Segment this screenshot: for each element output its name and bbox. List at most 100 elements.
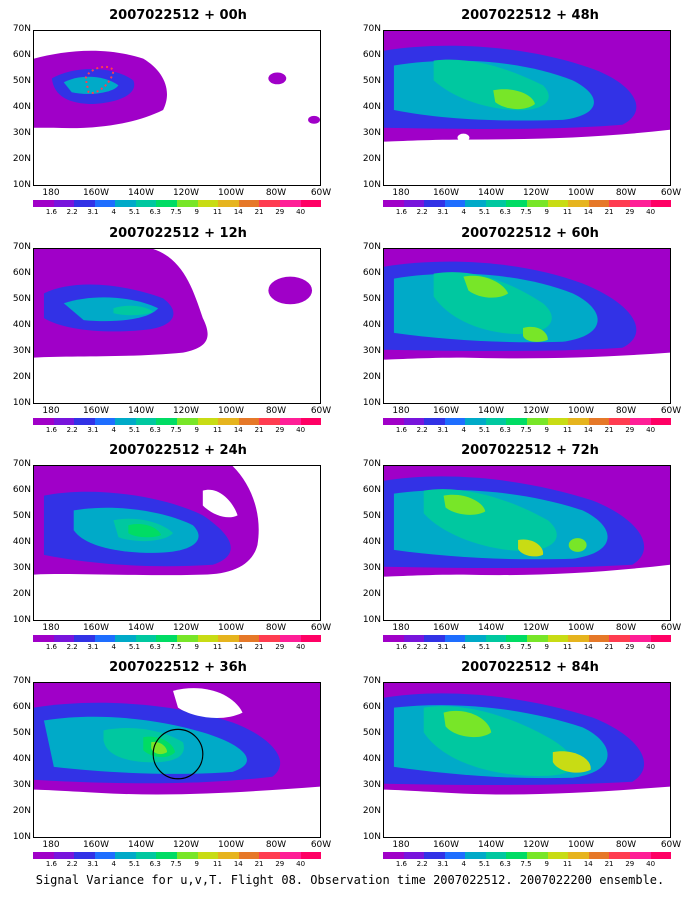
y-axis-label: 40N <box>362 102 381 112</box>
colorbar-tick-label: 11 <box>213 426 222 434</box>
colorbar-swatch <box>444 200 466 207</box>
colorbar-swatch <box>444 635 466 642</box>
colorbar-tick-label: 29 <box>275 643 285 651</box>
colorbar-tick-label: 14 <box>583 860 593 868</box>
colorbar-labels: 1.6 2.2 3.1 4 5.1 6.3 7.5 9 11 14 21 29 40 <box>391 208 661 216</box>
x-axis-label: 180 <box>392 406 410 416</box>
colorbar-swatch <box>383 635 404 642</box>
y-axis-label: 70N <box>362 242 381 252</box>
colorbar-tick-label: 3.1 <box>437 643 449 651</box>
colorbar-swatch <box>74 200 95 207</box>
x-axis-label: 100W <box>567 188 595 198</box>
y-axis-label: 60N <box>362 485 381 495</box>
x-axis-label: 80W <box>265 188 287 198</box>
colorbar-swatch <box>197 852 219 859</box>
colorbar-swatch <box>547 635 569 642</box>
panel-title: 2007022512 + 84h <box>461 660 599 675</box>
y-axis-label: 20N <box>362 806 381 816</box>
colorbar-swatch <box>94 200 116 207</box>
colorbar-tick-label: 1.6 <box>45 426 57 434</box>
colorbar-tick-label: 11 <box>213 643 222 651</box>
colorbar-swatch <box>238 852 260 859</box>
colorbar-tick-label: 14 <box>583 208 593 216</box>
colorbar-tick-label: 2.2 <box>416 426 428 434</box>
colorbar-tick-label: 21 <box>604 643 614 651</box>
colorbar-tick-label: 29 <box>275 208 285 216</box>
colorbar-tick-label: 5.1 <box>128 643 141 651</box>
y-axis-label: 10N <box>12 398 31 408</box>
y-axis-label: 30N <box>12 563 31 573</box>
y-axis-label: 40N <box>362 320 381 330</box>
x-axis-label: 60W <box>660 188 682 198</box>
colorbar-tick-label: 6.3 <box>149 426 161 434</box>
colorbar <box>383 635 672 642</box>
colorbar-labels: 1.6 2.2 3.1 4 5.1 6.3 7.5 9 11 14 21 29 40 <box>41 860 311 868</box>
map-72h <box>383 465 671 621</box>
colorbar-tick-label: 29 <box>625 426 635 434</box>
colorbar <box>33 852 322 859</box>
colorbar-swatch <box>53 852 75 859</box>
panel-title: 2007022512 + 36h <box>109 660 247 675</box>
colorbar-swatch <box>650 200 672 207</box>
colorbar-tick-label: 6.3 <box>149 208 161 216</box>
x-axis-label: 60W <box>310 188 332 198</box>
x-axis-label: 60W <box>660 840 682 850</box>
colorbar-swatch <box>629 635 651 642</box>
y-axis-label: 30N <box>12 780 31 790</box>
colorbar-tick-label: 5.1 <box>478 643 491 651</box>
colorbar-tick-label: 6.3 <box>499 208 511 216</box>
colorbar-swatch <box>588 200 610 207</box>
y-axis-label: 60N <box>12 268 31 278</box>
colorbar-swatch <box>465 635 486 642</box>
colorbar-tick-label: 14 <box>233 426 243 434</box>
map-12h <box>33 248 321 404</box>
colorbar-tick-label: 7.5 <box>170 426 182 434</box>
colorbar-swatch <box>465 418 486 425</box>
colorbar-swatch <box>383 852 404 859</box>
x-axis-label: 60W <box>310 623 332 633</box>
x-axis-label: 60W <box>660 623 682 633</box>
colorbar-tick-label: 21 <box>604 860 614 868</box>
y-axis-label: 20N <box>362 154 381 164</box>
y-axis-label: 40N <box>12 754 31 764</box>
colorbar-swatch <box>74 418 95 425</box>
x-axis-label: 60W <box>310 840 332 850</box>
x-axis-label: 140W <box>477 840 505 850</box>
colorbar-swatch <box>465 200 486 207</box>
colorbar-tick-label: 14 <box>583 426 593 434</box>
colorbar-swatch <box>177 852 198 859</box>
colorbar-swatch <box>33 635 54 642</box>
colorbar-tick-label: 4 <box>111 426 116 434</box>
x-axis-label: 180 <box>392 840 410 850</box>
x-axis-label: 100W <box>217 840 245 850</box>
colorbar-swatch <box>629 852 651 859</box>
x-axis-label: 120W <box>172 188 200 198</box>
x-axis-label: 120W <box>172 623 200 633</box>
colorbar-swatch <box>156 418 178 425</box>
colorbar <box>33 418 322 425</box>
colorbar-swatch <box>383 418 404 425</box>
colorbar-swatch <box>238 200 260 207</box>
colorbar-tick-label: 3.1 <box>437 860 449 868</box>
colorbar-tick-label: 21 <box>604 426 614 434</box>
colorbar-swatch <box>94 418 116 425</box>
colorbar-labels: 1.6 2.2 3.1 4 5.1 6.3 7.5 9 11 14 21 29 40 <box>41 643 311 651</box>
panel-title: 2007022512 + 48h <box>461 8 599 23</box>
y-axis-label: 40N <box>362 754 381 764</box>
colorbar-swatch <box>156 635 178 642</box>
colorbar-tick-label: 21 <box>254 643 264 651</box>
y-axis-label: 20N <box>12 806 31 816</box>
colorbar-tick-label: 29 <box>275 860 285 868</box>
colorbar-tick-label: 7.5 <box>520 860 532 868</box>
y-axis-label: 10N <box>12 832 31 842</box>
colorbar-swatch <box>403 200 425 207</box>
colorbar-swatch <box>156 200 178 207</box>
colorbar-tick-label: 14 <box>583 643 593 651</box>
colorbar-swatch <box>485 200 507 207</box>
x-axis-label: 140W <box>127 406 155 416</box>
x-axis-label: 160W <box>82 406 110 416</box>
colorbar-swatch <box>485 418 507 425</box>
y-axis-label: 50N <box>362 511 381 521</box>
colorbar-swatch <box>547 852 569 859</box>
colorbar-tick-label: 2.2 <box>416 208 428 216</box>
